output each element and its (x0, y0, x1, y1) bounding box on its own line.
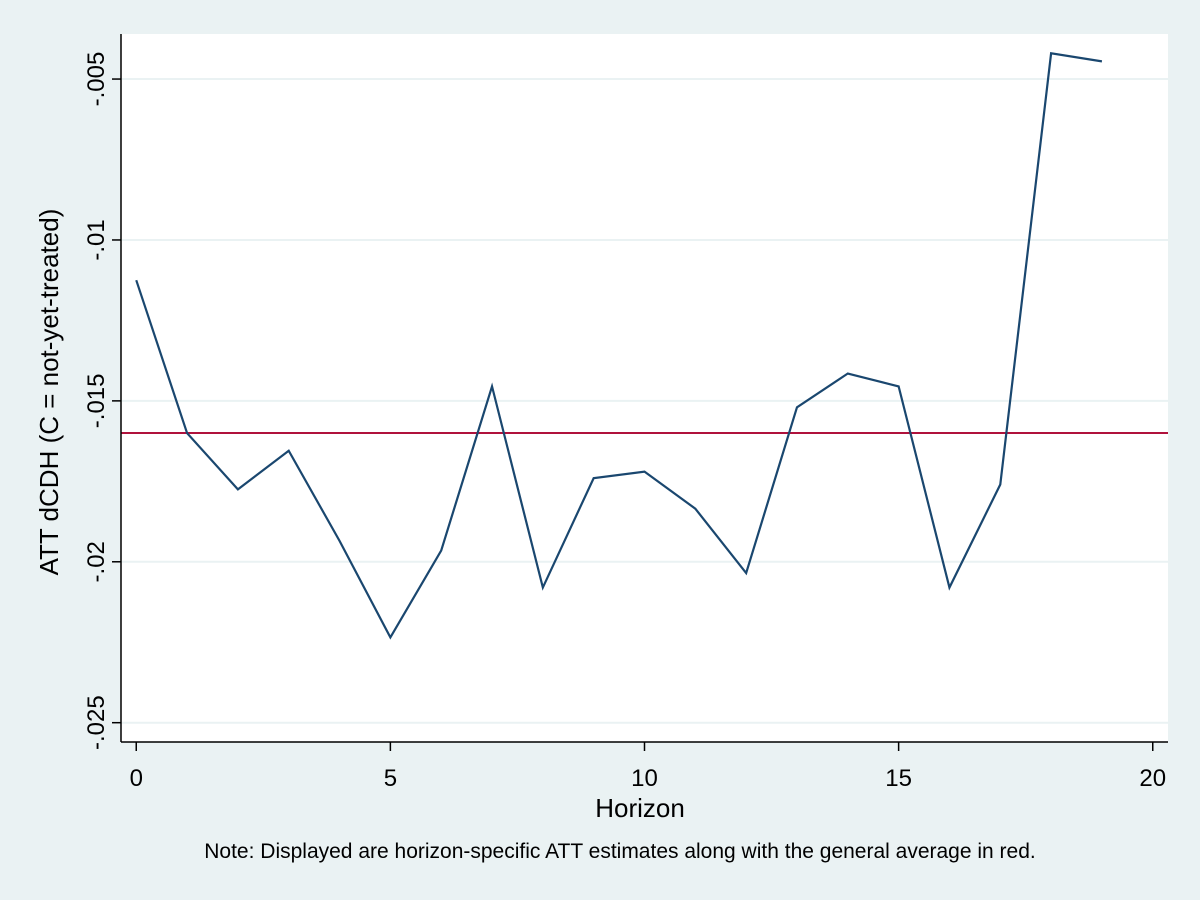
y-axis-ticks: -.005 -.01 -.015 -.02 -.025 (83, 52, 121, 750)
chart-note: Note: Displayed are horizon-specific ATT… (204, 840, 1036, 863)
y-tick-label: -.005 (83, 52, 110, 107)
x-axis-title: Horizon (595, 793, 685, 823)
y-axis-title: ATT dCDH (C = not-yet-treated) (34, 209, 64, 576)
x-axis-ticks: 0 5 10 15 20 (130, 742, 1166, 792)
x-tick-label: 5 (384, 765, 397, 792)
y-tick-label: -.02 (83, 541, 110, 582)
x-tick-label: 20 (1139, 765, 1166, 792)
x-tick-label: 10 (631, 765, 658, 792)
x-tick-label: 0 (130, 765, 143, 792)
grid-lines (121, 78, 1168, 724)
y-tick-label: -.01 (83, 219, 110, 260)
y-tick-label: -.015 (83, 374, 110, 429)
x-tick-label: 15 (885, 765, 912, 792)
plot-background (121, 34, 1168, 742)
att-series-line (135, 52, 1103, 640)
series-group (135, 52, 1103, 640)
y-tick-label: -.025 (83, 695, 110, 750)
